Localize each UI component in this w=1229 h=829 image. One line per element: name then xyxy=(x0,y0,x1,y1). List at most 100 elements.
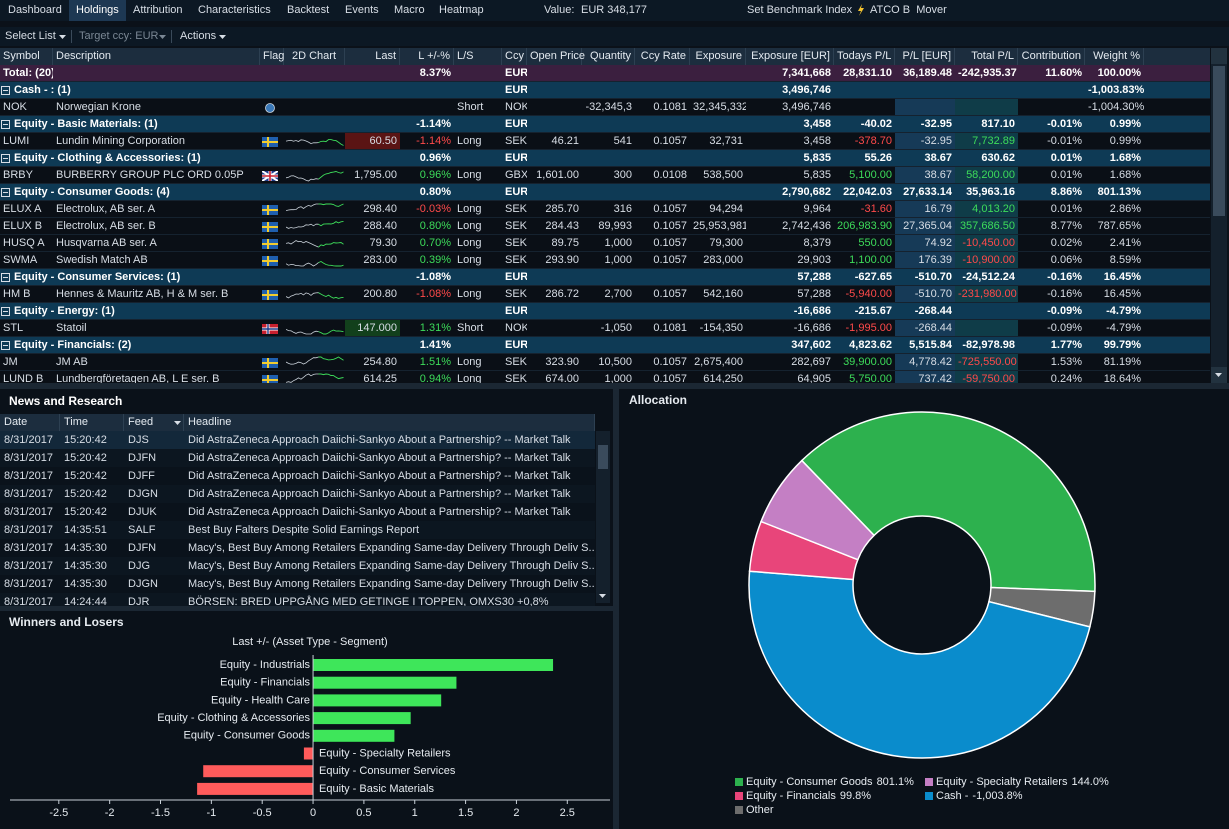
news-cell: 14:24:44 xyxy=(60,593,124,606)
scroll-up[interactable] xyxy=(1211,48,1227,64)
flag-icon xyxy=(262,290,278,300)
nav-tab[interactable]: Dashboard xyxy=(1,0,69,21)
table-cell: -4.79% xyxy=(1085,320,1144,336)
holding-row[interactable]: LUND BLundbergföretagen AB, L E ser. B61… xyxy=(0,371,1210,383)
news-row[interactable]: 8/31/201715:20:42DJGNDid AstraZeneca App… xyxy=(0,485,595,503)
group-row[interactable]: Equity - Consumer Goods: (4)0.80%EUR2,79… xyxy=(0,184,1210,201)
table-cell: NOK xyxy=(502,99,527,115)
column-header[interactable]: Symbol xyxy=(0,48,53,65)
toolbar-button[interactable]: Target ccy: EUR xyxy=(79,27,158,46)
column-header[interactable]: Weight % xyxy=(1085,48,1144,65)
total-row[interactable]: Total: (20)8.37%EUR7,341,66828,831.1036,… xyxy=(0,65,1210,82)
column-header[interactable]: Contribution xyxy=(1018,48,1085,65)
holding-row[interactable]: HUSQ AHusqvarna AB ser. A79.300.70%LongS… xyxy=(0,235,1210,252)
benchmark-button[interactable]: Set Benchmark Index xyxy=(747,0,852,21)
nav-tab[interactable]: Heatmap xyxy=(432,0,491,21)
table-cell: 35,963.16 xyxy=(955,184,1018,200)
news-row[interactable]: 8/31/201714:35:51SALFBest Buy Falters De… xyxy=(0,521,595,539)
table-cell: 5,515.84 xyxy=(895,337,955,353)
holding-row[interactable]: LUMILundin Mining Corporation60.50-1.14%… xyxy=(0,133,1210,150)
table-cell: 0.39% xyxy=(400,252,454,268)
table-cell: 357,686.50 xyxy=(955,218,1018,234)
column-header[interactable]: Flag xyxy=(260,48,284,65)
column-header[interactable]: Date xyxy=(0,414,60,431)
news-row[interactable]: 8/31/201715:20:42DJSDid AstraZeneca Appr… xyxy=(0,431,595,449)
group-row[interactable]: Equity - Financials: (2)1.41%EUR347,6024… xyxy=(0,337,1210,354)
table-cell: EUR xyxy=(502,150,527,166)
news-row[interactable]: 8/31/201715:20:42DJUKDid AstraZeneca App… xyxy=(0,503,595,521)
group-row[interactable]: Equity - Consumer Services: (1)-1.08%EUR… xyxy=(0,269,1210,286)
column-header[interactable]: L +/-% xyxy=(400,48,454,65)
news-row[interactable]: 8/31/201714:35:30DJGNMacy's, Best Buy Am… xyxy=(0,575,595,593)
holding-row[interactable]: STLStatoil147.0001.31%ShortNOK-1,0500.10… xyxy=(0,320,1210,337)
column-header[interactable]: Total P/L xyxy=(955,48,1018,65)
news-cell: 8/31/2017 xyxy=(0,539,60,557)
column-header[interactable]: Ccy xyxy=(502,48,527,65)
flag-icon xyxy=(262,171,278,181)
collapse-icon xyxy=(1,86,10,95)
table-cell: -0.09% xyxy=(1018,320,1085,336)
table-cell: 8.77% xyxy=(1018,218,1085,234)
holding-row[interactable]: NOKNorwegian KroneShortNOK-32,345,30.108… xyxy=(0,99,1210,116)
news-row[interactable]: 8/31/201714:24:44DJRBÖRSEN: BRED UPPGÅNG… xyxy=(0,593,595,606)
group-row[interactable]: Equity - Energy: (1)EUR-16,686-215.67-26… xyxy=(0,303,1210,320)
column-header[interactable]: L/S xyxy=(454,48,502,65)
nav-tab[interactable]: Holdings xyxy=(69,0,126,21)
news-cell: DJGN xyxy=(124,575,184,593)
column-header[interactable]: Time xyxy=(60,414,124,431)
news-row[interactable]: 8/31/201714:35:30DJFNMacy's, Best Buy Am… xyxy=(0,539,595,557)
column-header[interactable]: P/L [EUR] xyxy=(895,48,955,65)
table-cell: 0.01% xyxy=(1018,201,1085,217)
sparkline-path xyxy=(286,224,319,228)
nav-tab[interactable]: Events xyxy=(338,0,386,21)
dropdown-arrow xyxy=(599,594,606,599)
column-header[interactable]: Ccy Rate xyxy=(635,48,690,65)
column-header[interactable]: Exposure xyxy=(690,48,746,65)
table-cell: 9,964 xyxy=(746,201,834,217)
holding-row[interactable]: HM BHennes & Mauritz AB, H & M ser. B200… xyxy=(0,286,1210,303)
table-cell: 0.70% xyxy=(400,235,454,251)
column-header[interactable]: 2D Chart xyxy=(284,48,345,65)
news-row[interactable]: 8/31/201715:20:42DJFFDid AstraZeneca App… xyxy=(0,467,595,485)
table-cell: 99.79% xyxy=(1085,337,1144,353)
holding-row[interactable]: ELUX BElectrolux, AB ser. B288.400.80%Lo… xyxy=(0,218,1210,235)
legend-value: 801.1% xyxy=(877,776,915,788)
toolbar-button[interactable]: Select List xyxy=(5,27,56,46)
category-label: Equity - Financials xyxy=(220,677,310,689)
table-cell: Long xyxy=(454,252,502,268)
news-row[interactable]: 8/31/201714:35:30DJGMacy's, Best Buy Amo… xyxy=(0,557,595,575)
mover-button[interactable]: ATCO B Mover xyxy=(870,0,947,21)
nav-tab[interactable]: Attribution xyxy=(126,0,190,21)
news-cell: DJR xyxy=(124,593,184,606)
nav-tab[interactable]: Macro xyxy=(387,0,432,21)
nav-tab[interactable]: Characteristics xyxy=(191,0,278,21)
holding-row[interactable]: BRBYBURBERRY GROUP PLC ORD 0.05P1,795.00… xyxy=(0,167,1210,184)
nav-tab[interactable]: Backtest xyxy=(280,0,336,21)
news-cell: Best Buy Falters Despite Solid Earnings … xyxy=(184,521,595,539)
group-row[interactable]: Equity - Basic Materials: (1)-1.14%EUR3,… xyxy=(0,116,1210,133)
column-header[interactable]: Open Price xyxy=(527,48,582,65)
table-cell: 5,835 xyxy=(746,167,834,183)
holding-row[interactable]: ELUX AElectrolux, AB ser. A298.40-0.03%L… xyxy=(0,201,1210,218)
group-row[interactable]: Cash - : (1)EUR3,496,746-1,003.83% xyxy=(0,82,1210,99)
table-cell: 0.06% xyxy=(1018,252,1085,268)
holding-row[interactable]: SWMASwedish Match AB283.000.39%LongSEK29… xyxy=(0,252,1210,269)
category-label: Equity - Industrials xyxy=(220,659,311,671)
table-cell: SEK xyxy=(502,235,527,251)
column-header[interactable]: Headline xyxy=(184,414,595,431)
column-header[interactable]: Last xyxy=(345,48,400,65)
column-header[interactable]: Quantity xyxy=(582,48,635,65)
sparkline xyxy=(286,219,344,234)
news-row[interactable]: 8/31/201715:20:42DJFNDid AstraZeneca App… xyxy=(0,449,595,467)
table-cell: 5,835 xyxy=(746,150,834,166)
column-header[interactable]: Description xyxy=(53,48,260,65)
column-header[interactable]: Exposure [EUR] xyxy=(746,48,834,65)
group-row[interactable]: Equity - Clothing & Accessories: (1)0.96… xyxy=(0,150,1210,167)
table-cell: -510.70 xyxy=(895,286,955,302)
table-cell: ELUX B xyxy=(0,218,53,234)
table-cell: Statoil xyxy=(53,320,260,336)
toolbar-button[interactable]: Actions xyxy=(180,27,216,46)
column-header[interactable]: Todays P/L xyxy=(834,48,895,65)
table-cell: 347,602 xyxy=(746,337,834,353)
holding-row[interactable]: JMJM AB254.801.51%LongSEK323.9010,5000.1… xyxy=(0,354,1210,371)
